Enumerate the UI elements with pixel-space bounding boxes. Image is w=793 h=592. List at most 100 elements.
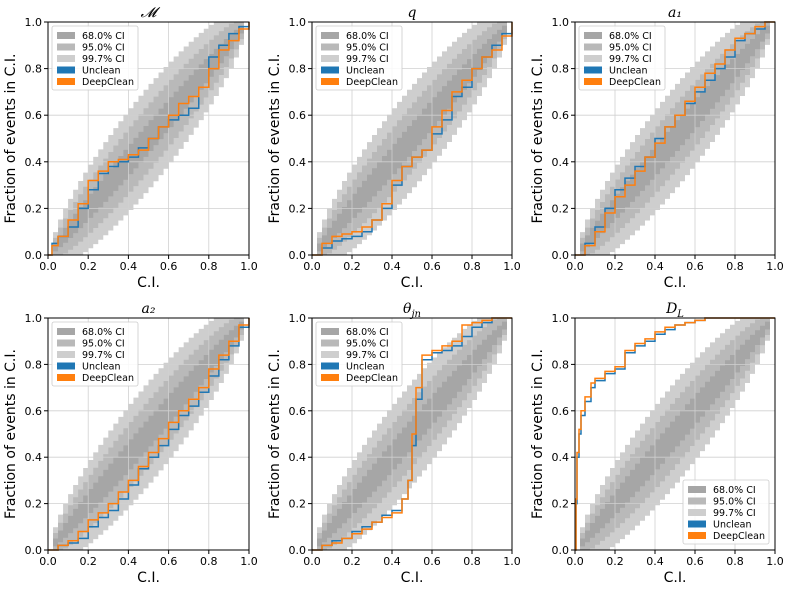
legend-swatch [321, 66, 339, 74]
x-tick-label: 0.2 [343, 555, 361, 568]
x-tick-label: 0.6 [423, 260, 441, 273]
pp-panel-3: 0.0 0.2 0.4 0.6 0.8 1.0 0.0 0.2 0.4 0.6 0.8 1.0 C.I.… [530, 5, 784, 291]
legend-label: Unclean [82, 66, 121, 77]
panel-title: q [408, 5, 417, 21]
x-axis-label: C.I. [664, 570, 687, 586]
legend-label: DeepClean [346, 373, 398, 384]
panel-title: a₁ [668, 5, 682, 21]
axes-frame [311, 21, 513, 256]
legend-swatch [321, 339, 339, 347]
y-tick-label: 0.4 [289, 156, 307, 169]
legend-box [682, 479, 770, 545]
legend-swatch [321, 328, 339, 335]
legend-box [315, 321, 403, 387]
legend-swatch [321, 32, 339, 39]
pp-panel-1: 0.0 0.2 0.4 0.6 0.8 1.0 0.0 0.2 0.4 0.6 0.8 1.0 C.I.… [3, 5, 258, 291]
legend-label: 95.0% CI [346, 339, 389, 350]
legend-label: DeepClean [346, 77, 398, 88]
legend-box [51, 321, 139, 387]
series-line-deepclean [575, 21, 775, 256]
y-tick-label: 0.4 [25, 451, 43, 464]
panel-title: θjn [403, 301, 421, 320]
legend-label: DeepClean [609, 77, 661, 88]
x-tick-label: 0.4 [646, 555, 664, 568]
legend-label: Unclean [713, 520, 752, 531]
legend-swatch [57, 66, 75, 74]
y-tick-label: 0.0 [552, 544, 570, 557]
legend-box [51, 25, 139, 91]
legend-swatch [321, 374, 339, 381]
series-line-deepclean [312, 22, 513, 256]
y-axis-label: Fraction of events in C.I. [3, 349, 19, 519]
series-line-deepclean [312, 317, 512, 551]
y-tick-label: 0.0 [25, 544, 43, 557]
y-tick-label: 0.2 [552, 202, 570, 215]
x-tick-label: 1.0 [766, 260, 784, 273]
y-tick-label: 0.2 [552, 498, 570, 511]
panel-title: DL [665, 301, 684, 320]
legend-label: Unclean [346, 66, 385, 77]
x-tick-label: 0.8 [200, 555, 218, 568]
legend-swatch [688, 520, 706, 528]
series-line-deepclean [48, 318, 250, 551]
y-tick-label: 0.8 [289, 358, 307, 371]
legend-swatch [688, 532, 706, 539]
legend-swatch [57, 351, 75, 358]
legend-swatch [321, 55, 339, 62]
legend-swatch [321, 362, 339, 370]
legend-label: 68.0% CI [82, 31, 125, 42]
legend-swatch [57, 55, 75, 62]
y-tick-label: 0.6 [25, 405, 43, 418]
y-tick-label: 1.0 [25, 16, 43, 29]
x-tick-label: 0.0 [566, 555, 584, 568]
x-tick-label: 1.0 [766, 555, 784, 568]
legend-label: 95.0% CI [82, 43, 125, 54]
y-tick-label: 1.0 [289, 312, 307, 325]
x-tick-label: 0.2 [79, 555, 97, 568]
x-axis-label: C.I. [401, 275, 424, 291]
y-tick-label: 1.0 [289, 16, 307, 29]
legend-label: 68.0% CI [346, 31, 389, 42]
legend-swatch [57, 362, 75, 370]
x-tick-label: 0.0 [303, 260, 321, 273]
ci-band-68 [48, 318, 249, 550]
y-tick-label: 0.4 [25, 156, 43, 169]
axes-frame [47, 317, 250, 551]
y-tick-label: 0.6 [25, 109, 43, 122]
y-tick-label: 0.8 [552, 63, 570, 76]
pp-panel-5: 0.0 0.2 0.4 0.6 0.8 1.0 0.0 0.2 0.4 0.6 0.8 1.0 C.I.… [267, 301, 521, 586]
y-tick-label: 0.0 [289, 249, 307, 262]
legend-box [578, 25, 666, 91]
legend-label: 68.0% CI [609, 31, 652, 42]
legend-swatch [57, 328, 75, 335]
x-tick-label: 0.6 [423, 555, 441, 568]
x-tick-label: 0.2 [343, 260, 361, 273]
legend-swatch [57, 339, 75, 347]
x-axis-label: C.I. [137, 275, 160, 291]
x-tick-label: 0.2 [606, 555, 624, 568]
legend-label: DeepClean [82, 373, 134, 384]
y-tick-label: 1.0 [25, 312, 43, 325]
legend-label: 99.7% CI [346, 54, 389, 65]
legend-label: 68.0% CI [346, 327, 389, 338]
y-tick-label: 1.0 [552, 16, 570, 29]
x-tick-label: 0.0 [566, 260, 584, 273]
x-axis-label: C.I. [664, 275, 687, 291]
legend-swatch [57, 78, 75, 85]
x-tick-label: 0.4 [383, 260, 401, 273]
x-axis-label: C.I. [137, 570, 160, 586]
legend-label: 68.0% CI [82, 327, 125, 338]
legend-swatch [688, 509, 706, 516]
x-tick-label: 0.2 [606, 260, 624, 273]
x-tick-label: 0.8 [463, 555, 481, 568]
y-tick-label: 0.2 [289, 498, 307, 511]
legend-label: 68.0% CI [713, 485, 756, 496]
x-tick-label: 0.8 [200, 260, 218, 273]
x-tick-label: 0.8 [726, 555, 744, 568]
legend-swatch [321, 43, 339, 51]
legend-label: DeepClean [82, 77, 134, 88]
legend-label: 99.7% CI [609, 54, 652, 65]
